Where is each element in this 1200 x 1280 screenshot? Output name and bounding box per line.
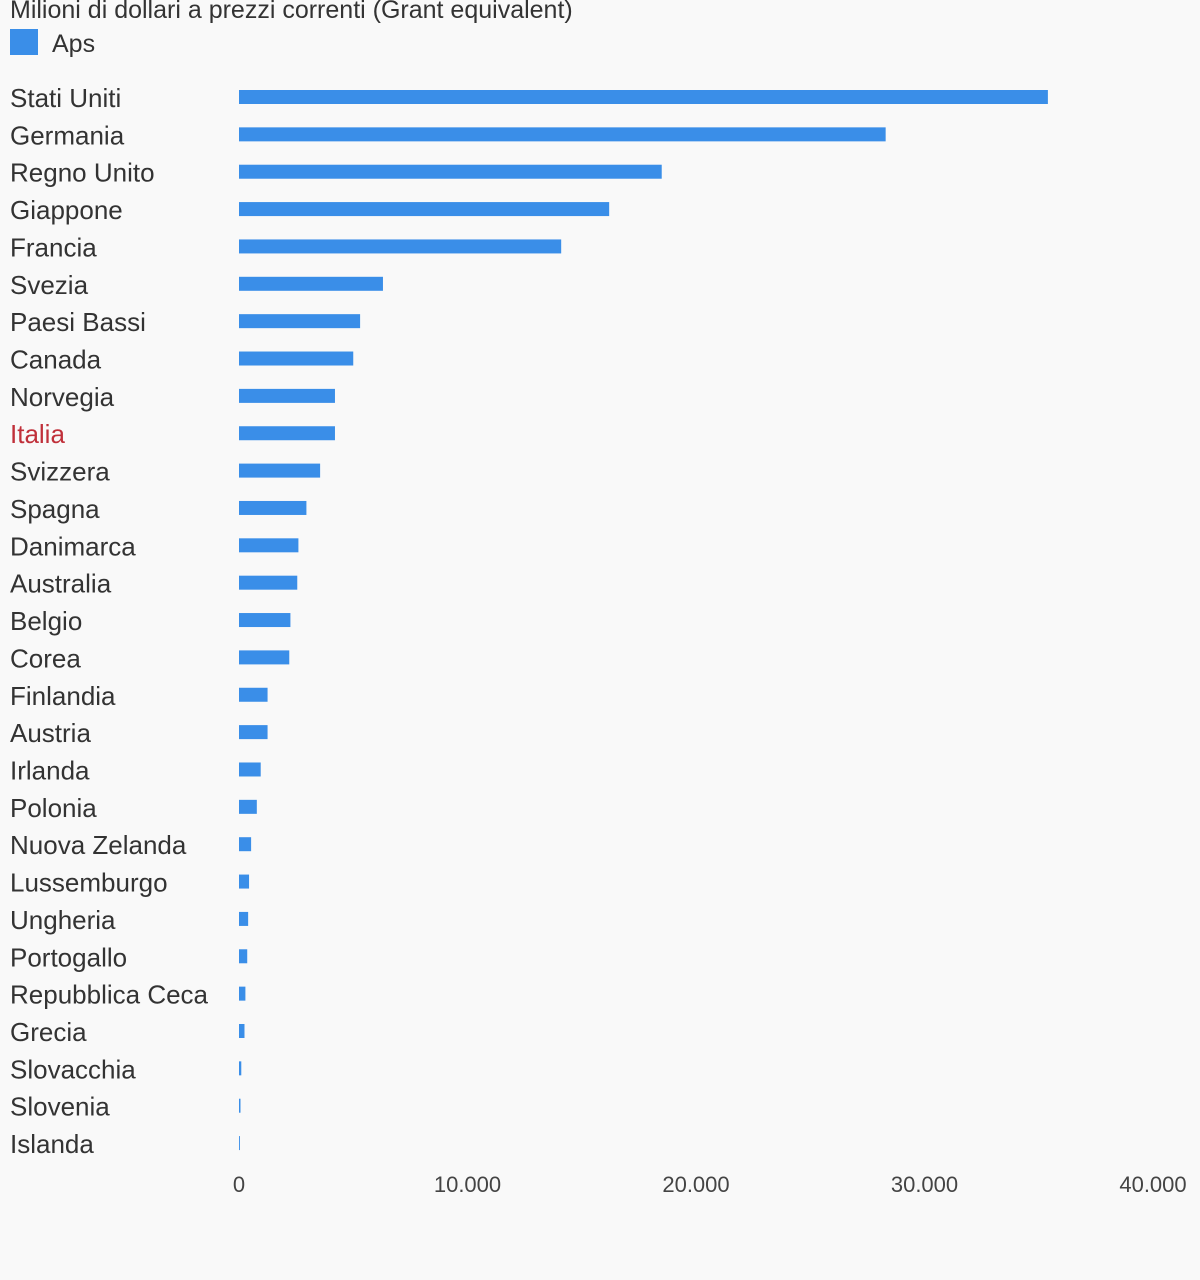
- category-label: Portogallo: [10, 942, 127, 972]
- category-label: Austria: [10, 718, 91, 748]
- category-label: Italia: [10, 419, 65, 449]
- x-tick-label: 0: [233, 1172, 245, 1197]
- bar: [239, 351, 354, 366]
- bar: [239, 426, 335, 441]
- bar: [239, 725, 268, 740]
- category-label: Corea: [10, 643, 81, 673]
- bar: [239, 1024, 245, 1038]
- chart-subtitle: Milioni di dollari a prezzi correnti (Gr…: [10, 0, 573, 24]
- category-label: Polonia: [10, 793, 97, 823]
- category-label: Repubblica Ceca: [10, 980, 209, 1010]
- category-label: Finlandia: [10, 681, 116, 711]
- category-label: Grecia: [10, 1017, 87, 1047]
- category-label: Svizzera: [10, 457, 110, 487]
- bar: [239, 164, 662, 179]
- bar: [239, 1098, 241, 1113]
- bar: [239, 538, 299, 553]
- category-label: Irlanda: [10, 755, 90, 785]
- category-label: Paesi Bassi: [10, 307, 146, 337]
- category-label: Germania: [10, 120, 125, 150]
- bar: [239, 463, 321, 478]
- legend-label: Aps: [52, 30, 96, 58]
- bar: [239, 799, 257, 814]
- category-label: Slovenia: [10, 1092, 110, 1122]
- bar: [239, 500, 307, 515]
- category-label: Ungheria: [10, 905, 116, 935]
- category-label: Francia: [10, 232, 97, 262]
- bar: [239, 911, 249, 926]
- bar: [239, 874, 250, 889]
- category-label: Stati Uniti: [10, 83, 121, 113]
- bar: [239, 314, 361, 329]
- bar: [239, 1136, 240, 1151]
- category-label: Islanda: [10, 1129, 94, 1159]
- bar: [239, 575, 298, 590]
- category-label: Canada: [10, 345, 102, 375]
- bar: [239, 650, 290, 665]
- bar: [239, 986, 246, 1001]
- legend-swatch: [10, 28, 38, 55]
- bar: [239, 613, 291, 628]
- bar: [239, 276, 383, 291]
- x-tick-label: 20.000: [662, 1172, 729, 1197]
- bar: [239, 90, 1048, 104]
- category-label: Svezia: [10, 270, 89, 300]
- category-label: Norvegia: [10, 382, 115, 412]
- bar: [239, 837, 252, 852]
- bar: [239, 687, 268, 702]
- x-tick-label: 10.000: [434, 1172, 501, 1197]
- bar: [239, 762, 261, 777]
- category-label: Lussemburgo: [10, 868, 168, 898]
- bar: [239, 239, 562, 254]
- bar: [239, 949, 248, 964]
- bar: [239, 1061, 242, 1076]
- category-label: Australia: [10, 569, 112, 599]
- category-label: Nuova Zelanda: [10, 830, 187, 860]
- category-label: Belgio: [10, 606, 82, 636]
- category-label: Giappone: [10, 195, 123, 225]
- category-label: Spagna: [10, 494, 100, 524]
- category-label: Regno Unito: [10, 158, 155, 188]
- x-tick-label: 40.000: [1119, 1172, 1186, 1197]
- x-tick-label: 30.000: [891, 1172, 958, 1197]
- bar: [239, 202, 610, 217]
- category-label: Slovacchia: [10, 1054, 136, 1084]
- category-label: Danimarca: [10, 531, 136, 561]
- legend: Aps: [10, 27, 96, 58]
- bar: [239, 127, 886, 142]
- bar: [239, 388, 335, 403]
